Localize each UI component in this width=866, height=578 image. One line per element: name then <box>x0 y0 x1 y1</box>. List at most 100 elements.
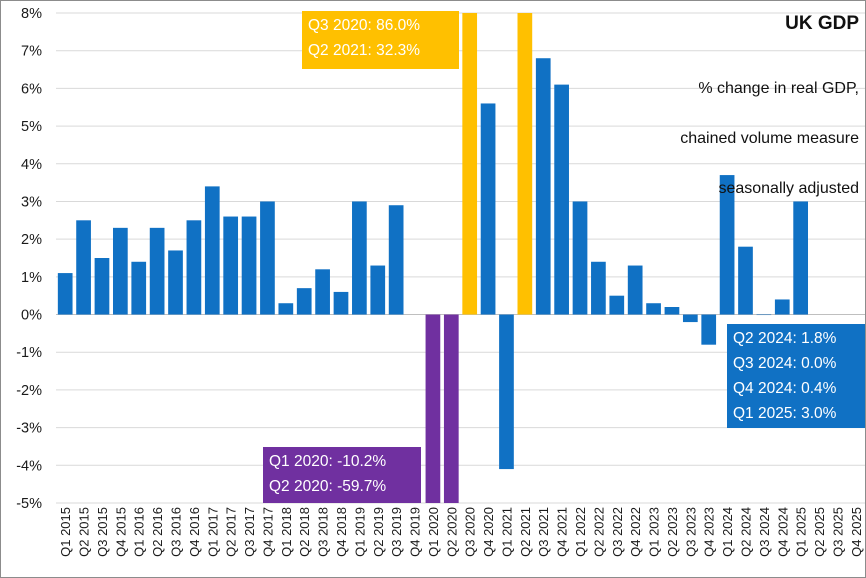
bar-q1-2016 <box>131 261 147 315</box>
bar-q2-2021 <box>517 13 533 315</box>
y-tick-label: -4% <box>16 458 42 474</box>
x-tick-label: Q4 2020 <box>481 507 496 557</box>
x-tick-label: Q4 2015 <box>113 507 128 557</box>
bar-q4-2020 <box>480 103 496 315</box>
y-tick-label: 1% <box>21 270 42 286</box>
callout-covid-drop: Q1 2020: -10.2% Q2 2020: -59.7% <box>263 447 421 503</box>
x-tick-label: Q3 2024 <box>757 507 772 557</box>
x-tick-label: Q1 2017 <box>205 507 220 557</box>
bar-q3-2015 <box>94 258 110 315</box>
callout-line: Q1 2020: -10.2% <box>269 453 387 470</box>
bar-q3-2021 <box>535 58 551 315</box>
y-tick-label: 2% <box>21 232 42 248</box>
x-tick-label: Q2 2023 <box>665 507 680 557</box>
bar-q3-2018 <box>315 269 330 315</box>
bar-q1-2017 <box>204 186 220 315</box>
x-tick-label: Q4 2023 <box>702 507 717 557</box>
x-tick-label: Q3 2016 <box>169 507 184 557</box>
bar-q3-2019 <box>388 205 404 315</box>
x-tick-label: Q4 2022 <box>628 507 643 557</box>
x-tick-label: Q4 2021 <box>555 507 570 557</box>
bar-q1-2020 <box>425 314 441 503</box>
x-tick-label: Q2 2017 <box>224 507 239 557</box>
x-tick-label: Q3 2020 <box>463 507 478 557</box>
x-tick-label: Q3 2025 <box>830 507 845 557</box>
subtitle-line: seasonally adjusted <box>718 180 859 197</box>
x-tick-label: Q2 2022 <box>591 507 606 557</box>
bar-q2-2024 <box>738 246 753 315</box>
x-tick-label: Q2 2019 <box>371 507 386 557</box>
bar-q3-2020 <box>462 13 478 315</box>
x-tick-label: Q1 2024 <box>720 507 735 557</box>
x-tick-label: Q4 2024 <box>775 507 790 557</box>
bar-q3-2022 <box>609 295 625 315</box>
callout-line: Q1 2025: 3.0% <box>733 405 837 422</box>
bar-q4-2015 <box>112 227 128 315</box>
bar-q3-2023 <box>682 314 698 323</box>
callout-line: Q2 2020: -59.7% <box>269 478 387 495</box>
callout-line: Q3 2020: 86.0% <box>308 17 421 34</box>
subtitle-line: chained volume measure <box>680 130 859 147</box>
chart-subtitle: % change in real GDP, chained volume mea… <box>680 51 859 201</box>
y-tick-label: 7% <box>21 44 42 60</box>
bar-q1-2019 <box>352 201 367 315</box>
bar-q4-2016 <box>186 220 202 315</box>
x-tick-label: Q3 2015 <box>95 507 110 557</box>
bar-q4-2024 <box>774 299 790 315</box>
y-tick-label: 4% <box>21 157 42 173</box>
callout-line: Q3 2024: 0.0% <box>733 355 837 372</box>
bar-q2-2019 <box>370 265 386 315</box>
callout-line: Q4 2024: 0.4% <box>733 380 837 397</box>
x-tick-label: Q1 2015 <box>58 507 73 557</box>
bar-q3-2016 <box>168 250 183 315</box>
bar-q1-2022 <box>572 201 588 315</box>
bar-q2-2016 <box>149 227 165 315</box>
bar-q1-2018 <box>278 303 294 315</box>
bar-q2-2017 <box>223 216 239 315</box>
callout-covid-rebound: Q3 2020: 86.0% Q2 2021: 32.3% <box>302 11 459 69</box>
y-tick-label: -5% <box>16 496 42 512</box>
bar-q3-2024 <box>756 314 772 316</box>
bar-q3-2017 <box>241 216 257 315</box>
x-tick-label: Q1 2018 <box>279 507 294 557</box>
x-tick-label: Q2 2015 <box>77 507 92 557</box>
x-tick-label: Q4 2019 <box>408 507 423 557</box>
x-tick-label: Q1 2023 <box>647 507 662 557</box>
x-tick-label: Q3 2021 <box>536 507 551 557</box>
y-tick-label: -3% <box>16 421 42 437</box>
bar-q1-2025 <box>793 201 809 315</box>
x-tick-label: Q2 2021 <box>518 507 533 557</box>
callout-line: Q2 2024: 1.8% <box>733 330 837 347</box>
bar-q4-2017 <box>260 201 275 315</box>
x-tick-label: Q3 2022 <box>610 507 625 557</box>
bar-q4-2023 <box>701 314 717 345</box>
y-tick-label: 0% <box>21 308 42 324</box>
y-tick-label: 3% <box>21 194 42 210</box>
y-tick-label: -2% <box>16 383 42 399</box>
bar-q1-2023 <box>646 303 661 315</box>
x-tick-label: Q1 2020 <box>426 507 441 557</box>
x-tick-label: Q4 2017 <box>260 507 275 557</box>
x-tick-label: Q3 2019 <box>389 507 404 557</box>
y-tick-label: 8% <box>21 6 42 22</box>
x-tick-label: Q2 2024 <box>738 507 753 557</box>
x-tick-label: Q1 2019 <box>352 507 367 557</box>
callout-line: Q2 2021: 32.3% <box>308 42 421 59</box>
x-tick-label: Q4 2016 <box>187 507 202 557</box>
x-tick-label: Q1 2025 <box>794 507 809 557</box>
y-tick-label: -1% <box>16 345 42 361</box>
bar-q1-2021 <box>499 314 514 470</box>
y-tick-label: 5% <box>21 119 42 135</box>
x-tick-label: Q2 2025 <box>812 507 827 557</box>
bar-q2-2015 <box>76 220 91 315</box>
x-tick-label: Q3 2017 <box>242 507 257 557</box>
bar-q1-2015 <box>57 273 73 315</box>
x-tick-label: Q2 2016 <box>150 507 165 557</box>
bar-q2-2023 <box>664 307 680 315</box>
x-tick-label: Q1 2021 <box>499 507 514 557</box>
x-tick-label: Q3 2018 <box>316 507 331 557</box>
chart-title: UK GDP <box>785 13 859 34</box>
x-tick-label: Q1 2016 <box>132 507 147 557</box>
